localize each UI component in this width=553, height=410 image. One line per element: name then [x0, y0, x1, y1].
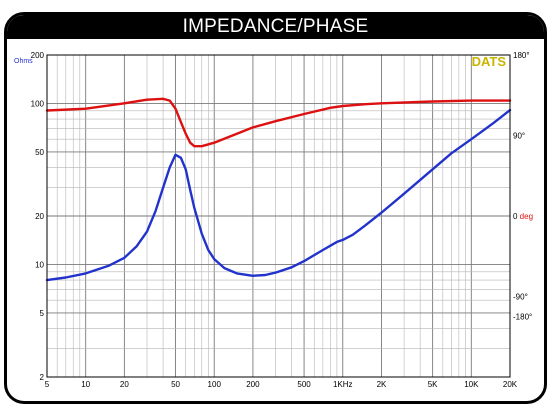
- y-right-tick-label: -90°: [513, 293, 528, 302]
- y-right-tick-label: 90°: [513, 132, 525, 141]
- x-tick-label: 20: [120, 380, 129, 389]
- x-tick-label: 20K: [503, 380, 518, 389]
- x-tick-label: 10K: [464, 380, 479, 389]
- x-tick-label: 50: [171, 380, 180, 389]
- y-right-tick-label: 0 deg: [513, 212, 533, 221]
- chart-title: IMPEDANCE/PHASE: [7, 15, 544, 39]
- y-left-tick-label: 100: [31, 99, 45, 108]
- phase-curve: [45, 97, 512, 148]
- x-tick-label: 1KHz: [333, 380, 353, 389]
- y-right-tick-label: 180°: [513, 51, 530, 60]
- impedance-curve: [45, 108, 512, 282]
- y-left-tick-label: 200: [31, 51, 45, 60]
- x-tick-label: 100: [208, 380, 222, 389]
- y-left-tick-label: 20: [35, 212, 44, 221]
- x-tick-label: 200: [246, 380, 260, 389]
- y-right-tick-label: -180°: [513, 313, 532, 322]
- x-tick-label: 5: [45, 380, 50, 389]
- y-left-axis-title: Ohms: [14, 58, 33, 65]
- x-tick-label: 5K: [428, 380, 438, 389]
- y-left-tick-label: 10: [35, 260, 44, 269]
- y-left-tick-label: 2: [40, 373, 45, 382]
- plot-area-frame: [46, 54, 511, 378]
- y-left-tick-label: 5: [40, 309, 45, 318]
- x-tick-label: 2K: [377, 380, 387, 389]
- dats-watermark: DATS: [472, 54, 507, 69]
- y-left-tick-label: 50: [35, 148, 44, 157]
- x-tick-label: 500: [297, 380, 311, 389]
- x-tick-label: 10: [81, 380, 90, 389]
